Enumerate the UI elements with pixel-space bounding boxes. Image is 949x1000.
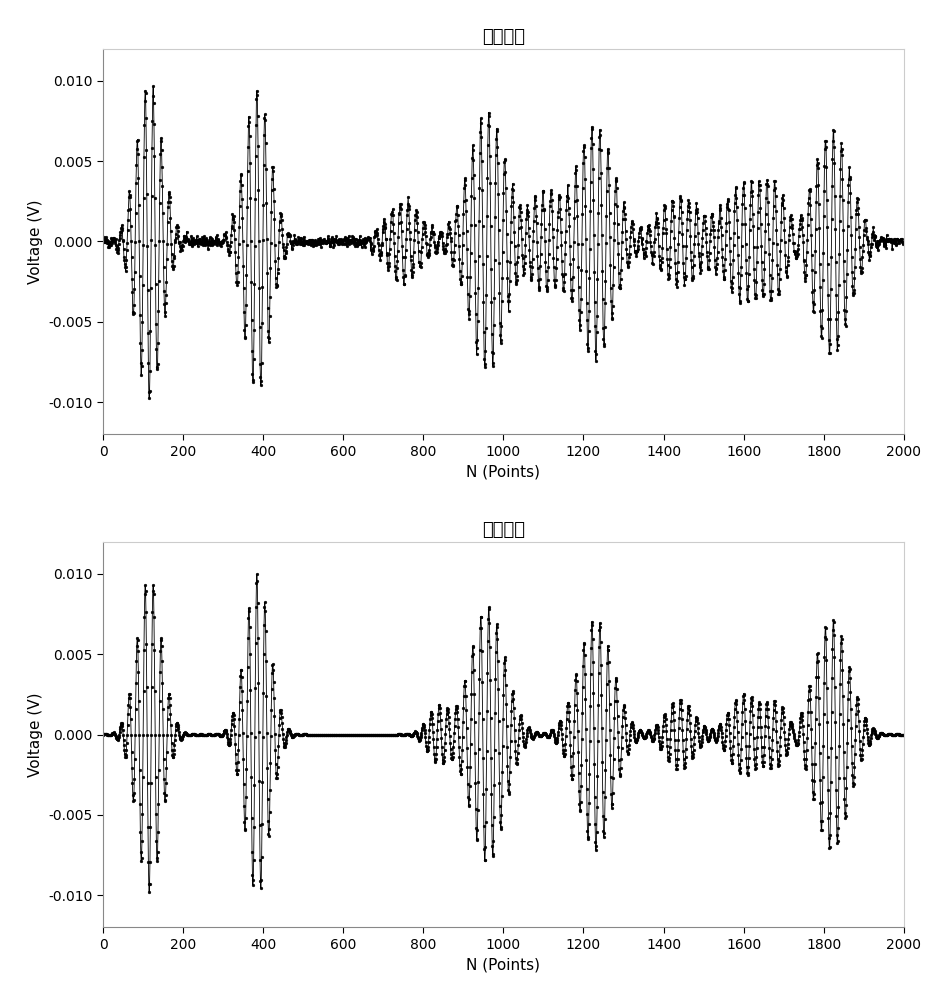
Title: 重建信号: 重建信号: [482, 521, 525, 539]
Y-axis label: Voltage (V): Voltage (V): [28, 199, 43, 284]
Y-axis label: Voltage (V): Voltage (V): [28, 692, 43, 777]
X-axis label: N (Points): N (Points): [466, 464, 540, 479]
Title: 原始信号: 原始信号: [482, 28, 525, 46]
X-axis label: N (Points): N (Points): [466, 957, 540, 972]
